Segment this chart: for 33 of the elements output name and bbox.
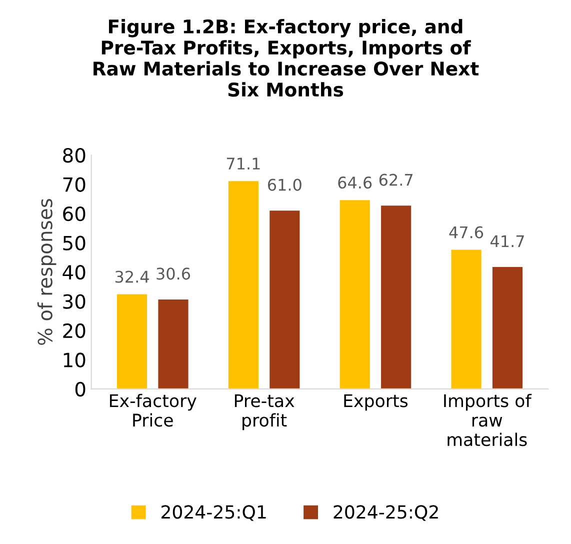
data-label: 32.4: [115, 270, 149, 283]
bar: [492, 267, 523, 389]
data-label: 30.6: [156, 268, 190, 280]
y-tick-label: 40: [62, 264, 86, 280]
x-tick-label: Pre-tax profit: [234, 394, 294, 430]
legend-label: 2024-25:Q2: [334, 505, 438, 521]
x-tick-label: Ex-factory Price: [110, 394, 196, 427]
data-label: 64.6: [338, 176, 372, 189]
data-label: 47.6: [449, 226, 484, 238]
y-tick-label: 80: [63, 148, 86, 163]
bar: [451, 250, 482, 389]
y-axis-title: % of responses: [37, 198, 56, 345]
y-tick-label: 10: [64, 352, 86, 368]
y-tick-label: 30: [63, 294, 86, 309]
bar: [228, 181, 258, 389]
bar: [270, 210, 300, 389]
data-label: 41.7: [490, 235, 524, 248]
legend-label: 2024-25:Q1: [162, 505, 266, 521]
bar: [340, 200, 370, 389]
y-tick-label: 20: [63, 323, 86, 338]
bar: [158, 299, 188, 389]
y-tick-label: 50: [63, 236, 86, 250]
data-label: 62.7: [379, 174, 412, 186]
chart-title: Figure 1.2B: Ex-factory price, and Pre-Tax Profits, Exports, Imports of Raw Materials to Increase Over Next Six Months: [94, 19, 479, 97]
y-tick-label: 60: [63, 206, 86, 222]
y-tick-label: 70: [63, 177, 86, 192]
bar: [381, 206, 412, 389]
bar: [116, 294, 148, 389]
data-label: 71.1: [226, 158, 260, 170]
x-tick-label: Exports: [344, 394, 408, 411]
data-label: 61.0: [268, 178, 302, 191]
x-tick-label: Imports of raw materials: [444, 394, 532, 446]
y-tick-label: 0: [75, 382, 86, 397]
